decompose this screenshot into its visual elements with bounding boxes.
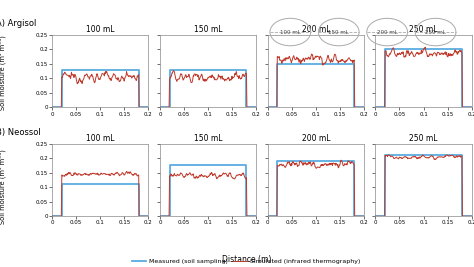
Title: 150 mL: 150 mL	[194, 134, 222, 143]
Title: 100 mL: 100 mL	[86, 25, 115, 34]
Title: 100 mL: 100 mL	[86, 134, 115, 143]
Text: 150 mL: 150 mL	[328, 30, 349, 34]
Text: 200 mL: 200 mL	[377, 30, 398, 34]
Title: 250 mL: 250 mL	[409, 25, 438, 34]
Text: Distance (m): Distance (m)	[222, 255, 271, 264]
Title: 150 mL: 150 mL	[194, 25, 222, 34]
Text: Soil moisture (m³ m⁻³): Soil moisture (m³ m⁻³)	[0, 35, 6, 109]
Text: B) Neossol: B) Neossol	[0, 128, 41, 137]
Title: 250 mL: 250 mL	[409, 134, 438, 143]
Legend: Measured (soil sampling), Simulated (infrared thermography): Measured (soil sampling), Simulated (inf…	[130, 256, 363, 266]
Text: 250 mL: 250 mL	[425, 30, 446, 34]
Title: 200 mL: 200 mL	[301, 25, 330, 34]
Text: A) Argisol: A) Argisol	[0, 19, 36, 28]
Text: Soil moisture (m³ m⁻³): Soil moisture (m³ m⁻³)	[0, 150, 6, 224]
Text: 100 mL: 100 mL	[280, 30, 301, 34]
Title: 200 mL: 200 mL	[301, 134, 330, 143]
